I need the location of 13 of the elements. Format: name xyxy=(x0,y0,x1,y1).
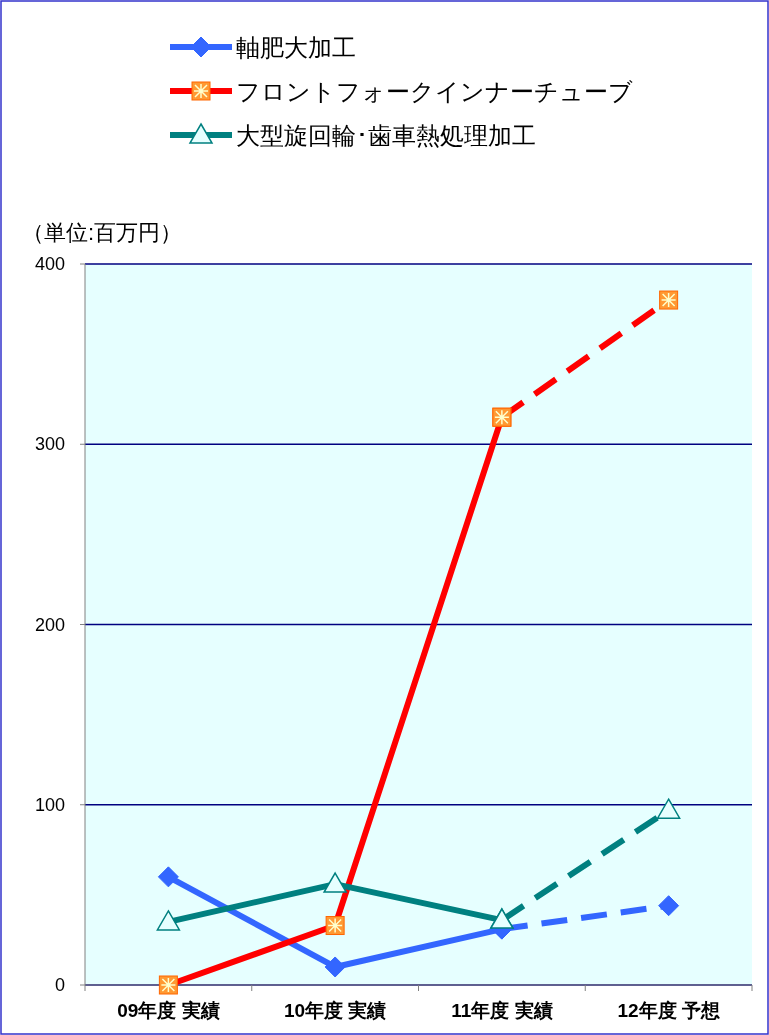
y-tick-label: 0 xyxy=(54,975,65,995)
x-tick-label: 09年度 実績 xyxy=(117,1000,220,1021)
y-axis-title: （単位:百万円） xyxy=(22,220,183,245)
legend-label: 大型旋回輪･歯車熱処理加工 xyxy=(236,122,536,149)
y-tick-label: 400 xyxy=(34,254,65,274)
x-tick-label: 12年度 予想 xyxy=(617,1000,720,1021)
y-tick-label: 100 xyxy=(34,794,65,815)
y-tick-label: 200 xyxy=(34,614,65,635)
legend-label: フロントフォークインナーチューブ xyxy=(236,78,633,105)
legend-label: 軸肥大加工 xyxy=(236,34,356,61)
x-tick-label: 10年度 実績 xyxy=(283,1000,387,1021)
y-tick-label: 300 xyxy=(34,434,65,455)
x-tick-label: 11年度 実績 xyxy=(451,1000,553,1021)
